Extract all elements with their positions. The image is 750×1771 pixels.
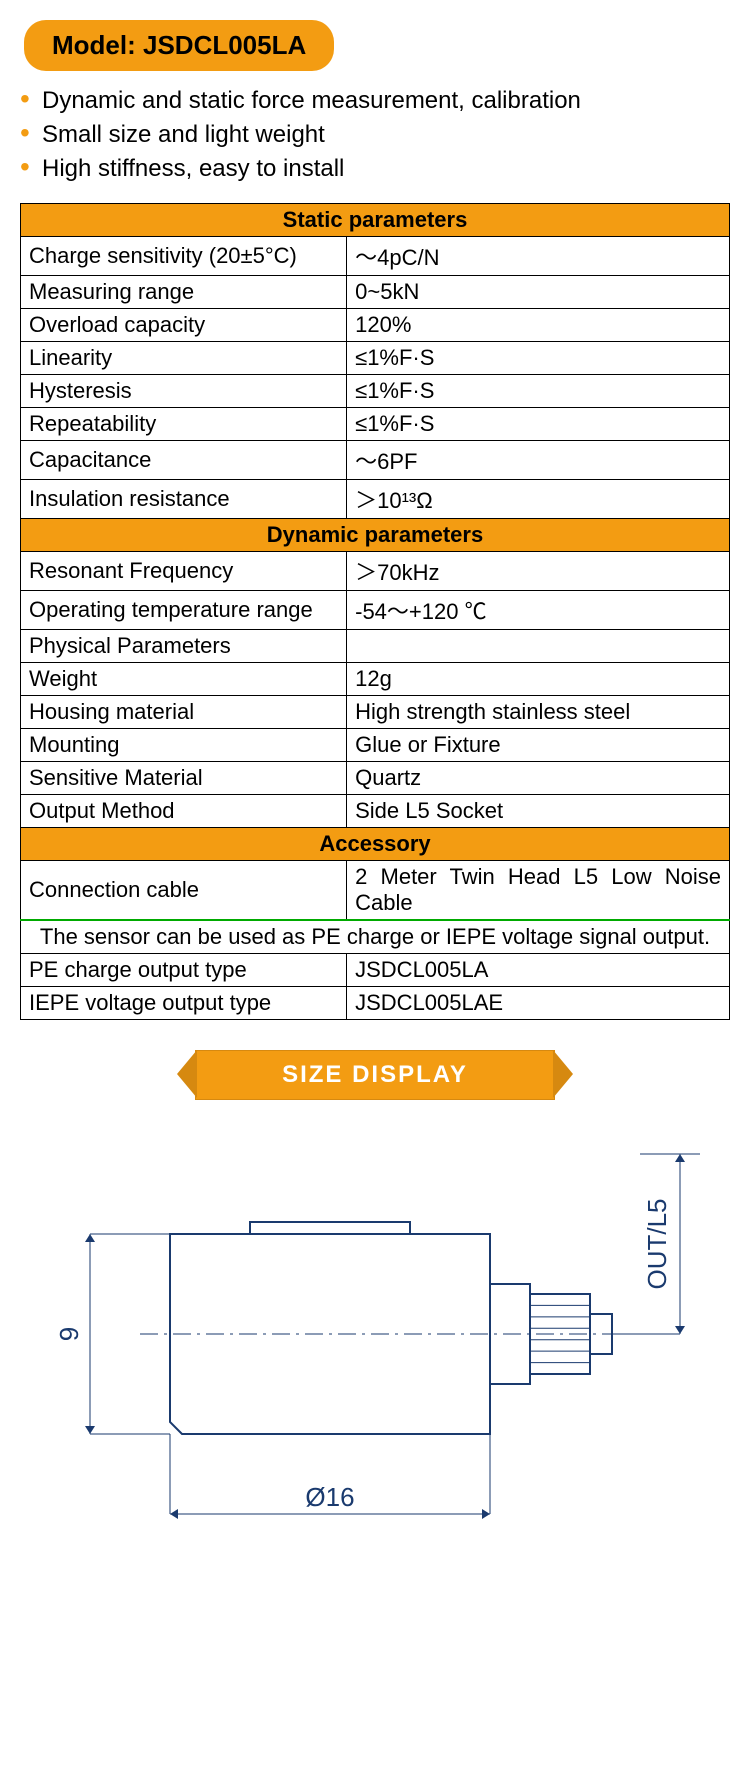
size-display-banner: SIZE DISPLAY <box>195 1050 555 1100</box>
param-value: 120% <box>347 309 730 342</box>
model-badge: Model: JSDCL005LA <box>24 20 334 71</box>
param-label: Repeatability <box>21 408 347 441</box>
param-label: Operating temperature range <box>21 591 347 630</box>
param-label: PE charge output type <box>21 954 347 987</box>
param-label: Charge sensitivity (20±5°C) <box>21 237 347 276</box>
param-label: Hysteresis <box>21 375 347 408</box>
param-value: Glue or Fixture <box>347 729 730 762</box>
param-label: Resonant Frequency <box>21 552 347 591</box>
param-label: Measuring range <box>21 276 347 309</box>
dynamic-header: Dynamic parameters <box>21 519 730 552</box>
param-value: High strength stainless steel <box>347 696 730 729</box>
bullet-item: Small size and light weight <box>20 121 750 149</box>
note-row: The sensor can be used as PE charge or I… <box>21 920 730 954</box>
param-value: -54～+120 ℃ <box>347 591 730 630</box>
param-value: 12g <box>347 663 730 696</box>
param-value: 0~5kN <box>347 276 730 309</box>
param-label: Connection cable <box>21 861 347 921</box>
param-label: Linearity <box>21 342 347 375</box>
param-value: Side L5 Socket <box>347 795 730 828</box>
banner-arrow-right-icon <box>553 1050 573 1098</box>
param-label: Overload capacity <box>21 309 347 342</box>
param-value: Quartz <box>347 762 730 795</box>
param-value: 2 Meter Twin Head L5 Low Noise Cable <box>347 861 730 921</box>
param-value <box>347 630 730 663</box>
param-label: IEPE voltage output type <box>21 987 347 1020</box>
param-value: ～4pC/N <box>347 237 730 276</box>
param-value: ＞70kHz <box>347 552 730 591</box>
param-value: ～6PF <box>347 441 730 480</box>
svg-text:Ø16: Ø16 <box>305 1482 354 1512</box>
param-value: ≤1%F·S <box>347 375 730 408</box>
bullet-item: High stiffness, easy to install <box>20 155 750 183</box>
param-label: Insulation resistance <box>21 480 347 519</box>
param-label: Mounting <box>21 729 347 762</box>
param-label: Output Method <box>21 795 347 828</box>
banner-arrow-left-icon <box>177 1050 197 1098</box>
param-label: Housing material <box>21 696 347 729</box>
param-label: Weight <box>21 663 347 696</box>
spec-table: Static parameters Charge sensitivity (20… <box>20 203 730 1020</box>
param-label: Capacitance <box>21 441 347 480</box>
static-header: Static parameters <box>21 204 730 237</box>
svg-text:OUT/L5: OUT/L5 <box>642 1198 672 1289</box>
size-display-label: SIZE DISPLAY <box>195 1050 555 1100</box>
param-value: ≤1%F·S <box>347 342 730 375</box>
param-value: JSDCL005LAE <box>347 987 730 1020</box>
param-value: JSDCL005LA <box>347 954 730 987</box>
dimension-diagram: 9 Ø16 OUT/L5 <box>20 1114 730 1574</box>
accessory-header: Accessory <box>21 828 730 861</box>
param-label: Physical Parameters <box>21 630 347 663</box>
svg-text:9: 9 <box>54 1327 84 1341</box>
param-value: ＞10¹³Ω <box>347 480 730 519</box>
param-value: ≤1%F·S <box>347 408 730 441</box>
bullet-item: Dynamic and static force measurement, ca… <box>20 87 750 115</box>
param-label: Sensitive Material <box>21 762 347 795</box>
feature-bullets: Dynamic and static force measurement, ca… <box>20 87 750 183</box>
